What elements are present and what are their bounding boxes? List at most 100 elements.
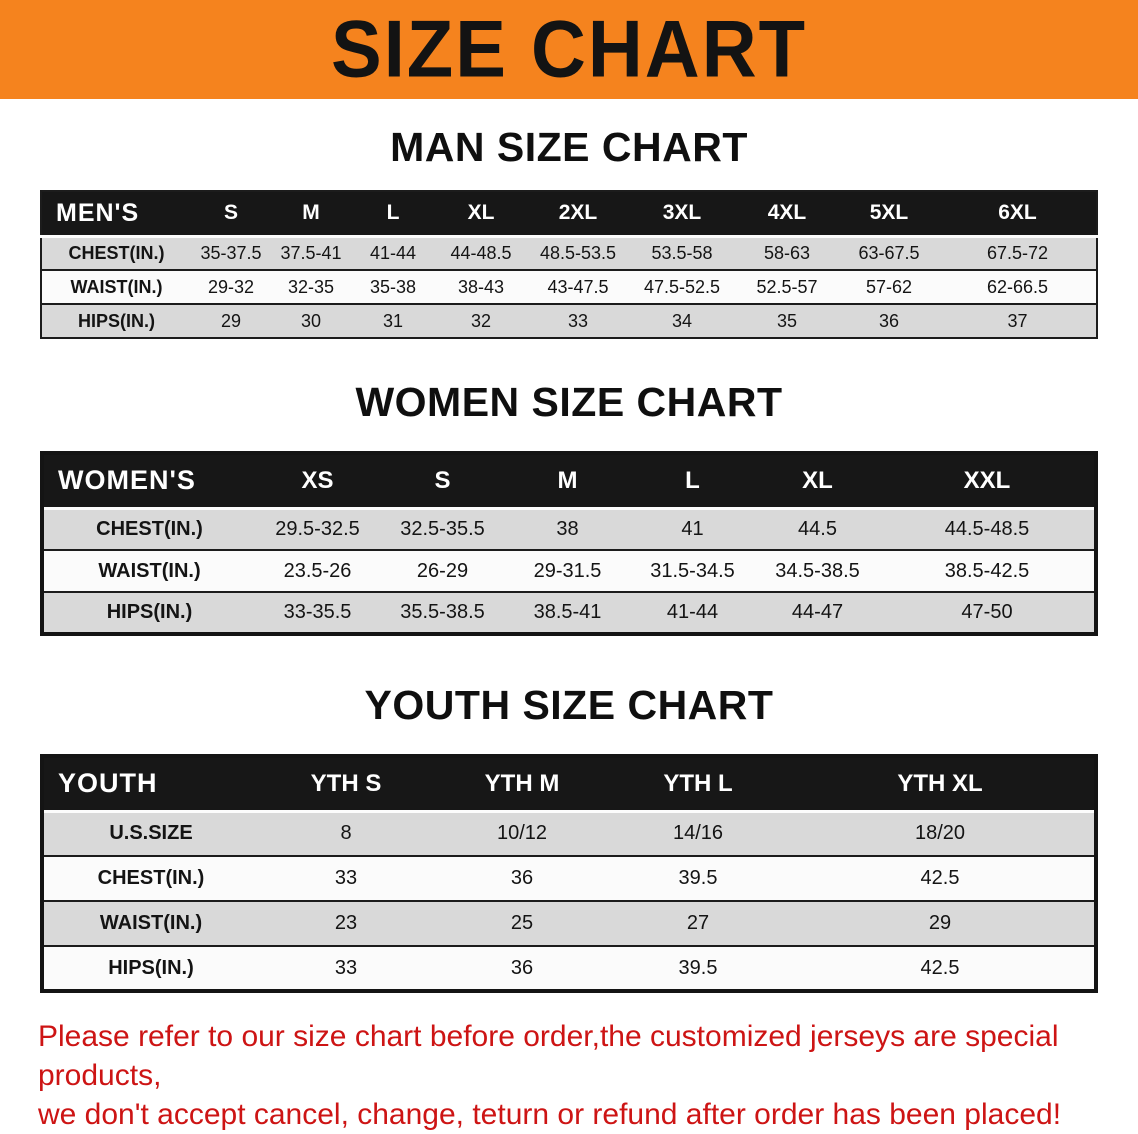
size-column-header: 6XL — [939, 191, 1097, 238]
size-value: 53.5-58 — [651, 242, 713, 263]
measurement-row-label: WAIST(IN.) — [70, 276, 163, 297]
measurement-row: HIPS(IN.) 29 30 31 32 33 34 35 36 37 — [41, 304, 1097, 338]
table-corner-label: WOMEN'S — [42, 453, 255, 510]
size-value: 32-35 — [287, 276, 335, 297]
size-column-header: YTH M — [434, 756, 610, 813]
size-value: 29-32 — [207, 276, 255, 297]
size-column-header: YTH S — [258, 756, 434, 813]
size-value: 44-47 — [791, 601, 844, 623]
size-column-header: XS — [255, 453, 380, 510]
measurement-row: CHEST(IN.) 35-37.5 37.5-41 41-44 44-48.5 48.5… — [41, 236, 1097, 270]
size-value: 32.5-35.5 — [400, 517, 485, 540]
size-value: 37.5-41 — [280, 242, 342, 263]
size-value: 18/20 — [914, 822, 966, 845]
size-value: 41 — [681, 517, 704, 540]
size-column-header: 5XL — [839, 191, 939, 238]
men-section: MAN SIZE CHART MEN'S S M L XL 2XL 3XL 4XL 5XL 6XL… — [0, 124, 1138, 339]
women-header-row: WOMEN'S XS S M L XL XXL — [42, 453, 1096, 510]
size-column-header: S — [191, 191, 271, 238]
size-value: 29 — [220, 310, 242, 331]
disclaimer-line-1: Please refer to our size chart before or… — [38, 1020, 1059, 1092]
disclaimer-line-2: we don't accept cancel, change, teturn o… — [38, 1098, 1062, 1131]
banner: SIZE CHART — [0, 0, 1138, 99]
disclaimer: Please refer to our size chart before or… — [0, 1017, 1138, 1134]
size-value: 25 — [510, 912, 534, 934]
youth-size-table: YOUTH YTH S YTH M YTH L YTH XL U.S.SIZE 8 10/1… — [40, 754, 1098, 993]
size-value: 31 — [382, 310, 404, 331]
men-header-row: MEN'S S M L XL 2XL 3XL 4XL 5XL 6XL — [41, 191, 1097, 238]
size-value: 30 — [300, 310, 322, 331]
size-value: 48.5-53.5 — [539, 242, 617, 263]
size-value: 39.5 — [678, 956, 718, 979]
size-value: 36 — [878, 310, 900, 331]
size-value: 33 — [334, 956, 358, 979]
measurement-row: WAIST(IN.) 29-32 32-35 35-38 38-43 43-47.5 47.… — [41, 270, 1097, 304]
size-column-header: 3XL — [629, 191, 735, 238]
measurement-row-label: HIPS(IN.) — [106, 601, 193, 623]
size-value: 35-38 — [369, 276, 417, 297]
men-size-table: MEN'S S M L XL 2XL 3XL 4XL 5XL 6XL CHEST(IN.) 35-3… — [40, 190, 1098, 339]
measurement-row-label: CHEST(IN.) — [97, 867, 205, 889]
size-value: 34.5-38.5 — [775, 559, 860, 582]
size-value: 38.5-42.5 — [944, 559, 1030, 582]
youth-header-row: YOUTH YTH S YTH M YTH L YTH XL — [42, 756, 1096, 813]
size-column-header: L — [630, 453, 755, 510]
women-section-heading: WOMEN SIZE CHART — [355, 379, 783, 425]
measurement-row-label: U.S.SIZE — [109, 822, 193, 845]
size-value: 23.5-26 — [283, 559, 352, 582]
size-value: 31.5-34.5 — [650, 559, 735, 582]
size-value: 47-50 — [961, 601, 1013, 623]
measurement-row: WAIST(IN.) 23.5-26 26-29 29-31.5 31.5-34.5 34… — [42, 550, 1096, 592]
size-value: 29 — [928, 912, 952, 934]
youth-table-header: YOUTH YTH S YTH M YTH L YTH XL — [42, 756, 1096, 813]
size-value: 10/12 — [496, 822, 548, 845]
size-value: 23 — [334, 912, 358, 934]
size-value: 36 — [510, 867, 534, 889]
women-table-header: WOMEN'S XS S M L XL XXL — [42, 453, 1096, 510]
measurement-row-label: CHEST(IN.) — [68, 242, 165, 263]
measurement-row-label: CHEST(IN.) — [96, 517, 203, 540]
size-value: 35.5-38.5 — [400, 601, 485, 623]
size-value: 35-37.5 — [200, 242, 262, 263]
size-value: 41-44 — [666, 601, 719, 623]
size-value: 37 — [1007, 310, 1028, 331]
women-section: WOMEN SIZE CHART WOMEN'S XS S M L XL XXL CHEST… — [0, 379, 1138, 636]
size-value: 27 — [686, 912, 710, 934]
women-size-table: WOMEN'S XS S M L XL XXL CHEST(IN.) 29.5-32.5 32.… — [40, 451, 1098, 636]
size-value: 36 — [510, 956, 534, 979]
measurement-row-label: HIPS(IN.) — [77, 310, 155, 331]
youth-section: YOUTH SIZE CHART YOUTH YTH S YTH M YTH L YTH… — [0, 682, 1138, 993]
youth-table-body: U.S.SIZE 8 10/12 14/16 18/20 CHEST(IN.) 33 36 39… — [42, 811, 1096, 991]
size-value: 42.5 — [920, 956, 960, 979]
size-value: 33 — [567, 310, 589, 331]
size-value: 29.5-32.5 — [275, 517, 360, 540]
size-value: 44.5 — [798, 517, 837, 540]
measurement-row-label: WAIST(IN.) — [99, 912, 203, 934]
size-column-header: S — [380, 453, 505, 510]
men-table-header: MEN'S S M L XL 2XL 3XL 4XL 5XL 6XL — [41, 191, 1097, 238]
measurement-row: U.S.SIZE 8 10/12 14/16 18/20 — [42, 811, 1096, 856]
banner-title: SIZE CHART — [331, 4, 807, 95]
measurement-row: CHEST(IN.) 29.5-32.5 32.5-35.5 38 41 44.5 44.5… — [42, 508, 1096, 550]
size-column-header: M — [271, 191, 351, 238]
measurement-row-label: HIPS(IN.) — [108, 956, 194, 979]
size-value: 8 — [340, 822, 352, 845]
size-value: 14/16 — [672, 822, 724, 845]
size-value: 44.5-48.5 — [944, 517, 1030, 540]
women-table-body: CHEST(IN.) 29.5-32.5 32.5-35.5 38 41 44.5 44.5… — [42, 508, 1096, 634]
size-value: 34 — [671, 310, 693, 331]
size-value: 63-67.5 — [858, 242, 920, 263]
size-value: 38 — [556, 517, 579, 540]
size-value: 58-63 — [763, 242, 811, 263]
size-value: 41-44 — [369, 242, 417, 263]
size-value: 39.5 — [678, 867, 718, 889]
size-column-header: XL — [435, 191, 527, 238]
measurement-row: HIPS(IN.) 33-35.5 35.5-38.5 38.5-41 41-44 44-… — [42, 592, 1096, 634]
size-value: 57-62 — [865, 276, 913, 297]
size-value: 38-43 — [457, 276, 505, 297]
measurement-row: CHEST(IN.) 33 36 39.5 42.5 — [42, 856, 1096, 901]
size-value: 26-29 — [416, 559, 469, 582]
size-column-header: YTH L — [610, 756, 786, 813]
table-corner-label: YOUTH — [42, 756, 258, 813]
